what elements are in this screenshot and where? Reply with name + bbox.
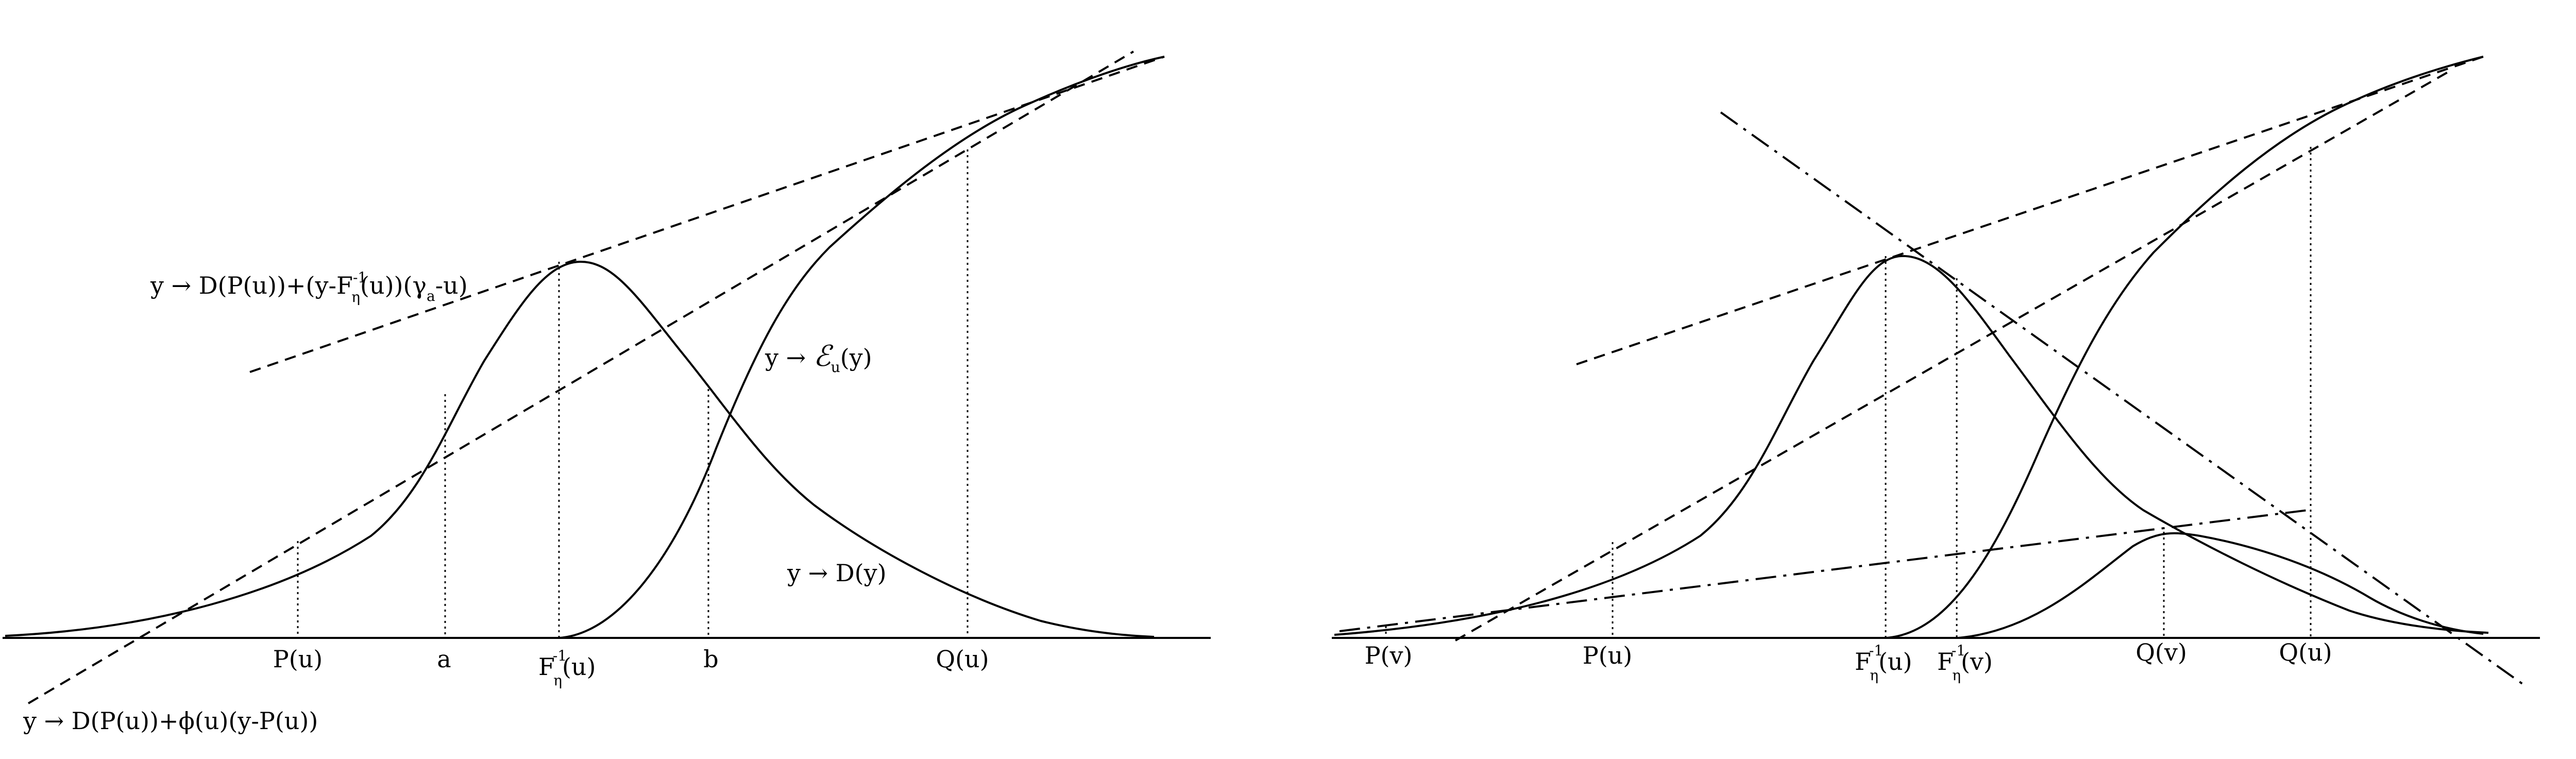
- left-density-curve: [5, 260, 1155, 638]
- right-panel: P(v) P(u) F-1 η(u) F-1 η(v) Q(v) Q(u): [1332, 56, 2540, 686]
- left-tick-finv: F-1 η(u): [538, 647, 596, 689]
- right-tick-finv-u: F-1 η(u): [1855, 642, 1912, 684]
- left-top-tangent-line: [249, 56, 1165, 373]
- left-d-label: y → D(y): [787, 559, 887, 587]
- left-tick-pu: P(u): [273, 645, 323, 673]
- right-tick-pu: P(u): [1583, 642, 1632, 669]
- right-eu-curve: [1885, 56, 2484, 639]
- right-top-tangent-line: [1576, 56, 2484, 365]
- right-bottom-tangent-line: [1455, 69, 2453, 642]
- right-bump-curve: [1957, 532, 2484, 639]
- left-panel: y → D(P(u))+(y-F-1 η(u))(γa-u) y → ℰu(y) …: [3, 50, 1211, 735]
- right-tick-qu: Q(u): [2279, 638, 2332, 666]
- right-steep-dashdot-line: [1720, 111, 2526, 686]
- right-shallow-dashdot-line: [1339, 509, 2309, 632]
- left-eu-curve: [558, 56, 1165, 639]
- left-tick-a: a: [437, 645, 451, 673]
- left-bottom-tangent-line: [27, 50, 1134, 704]
- left-tangent-label: y → D(P(u))+(y-F-1 η(u))(γa-u): [150, 269, 468, 306]
- right-tick-pv: P(v): [1365, 642, 1413, 669]
- left-tick-b: b: [703, 645, 718, 673]
- left-eu-label: y → ℰu(y): [765, 340, 872, 376]
- right-tick-qv: Q(v): [2136, 638, 2187, 666]
- right-density-curve: [1334, 255, 2489, 636]
- left-tick-qu: Q(u): [936, 645, 989, 673]
- right-tick-finv-v: F-1 η(v): [1937, 642, 1993, 684]
- left-bottom-tangent-label: y → D(P(u))+ϕ(u)(y-P(u)): [23, 707, 318, 735]
